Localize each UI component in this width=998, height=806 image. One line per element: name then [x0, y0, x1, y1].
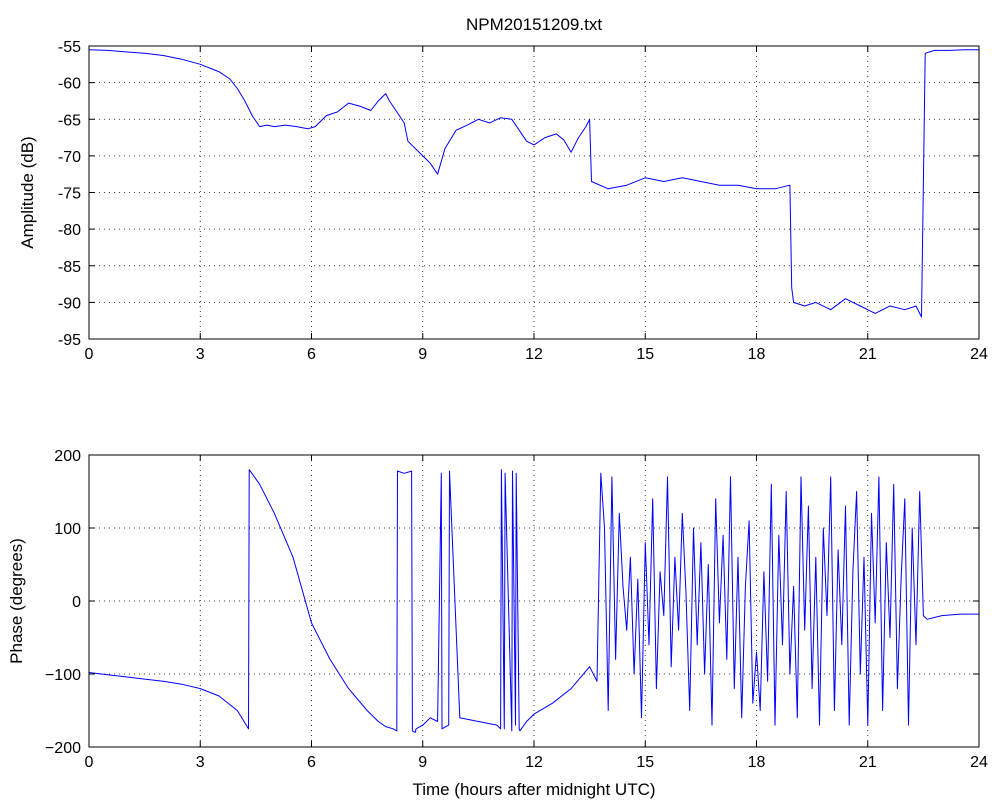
amplitude-chart: 0 3 6 9 12 15 18 21 24 -55 -60 -65 -70 -75 -80 -85 -90 -9…	[18, 15, 988, 363]
phase-x-tick-label: 24	[970, 754, 988, 771]
phase-x-axis-label: Time (hours after midnight UTC)	[412, 780, 655, 799]
phase-x-tick-label: 21	[859, 754, 877, 771]
amplitude-x-tick-label: 15	[636, 346, 654, 363]
amplitude-x-tick-label: 9	[418, 346, 427, 363]
phase-series-line	[88, 469, 979, 733]
phase-chart: 0 3 6 9 12 15 18 21 24 200 100 0 −100 −200 Phase (degr…	[7, 448, 988, 799]
amplitude-x-tick-label: 18	[748, 346, 766, 363]
phase-y-tick-label: 200	[54, 448, 81, 465]
amplitude-y-tick-label: -70	[58, 149, 81, 166]
amplitude-y-tick-label: -55	[58, 39, 81, 56]
phase-x-tick-label: 3	[196, 754, 205, 771]
phase-x-tick-label: 6	[307, 754, 316, 771]
amplitude-y-tick-label: -95	[58, 332, 81, 349]
phase-y-axis-label: Phase (degrees)	[7, 538, 26, 664]
amplitude-series-line	[88, 49, 979, 318]
amplitude-y-tick-label: -80	[58, 222, 81, 239]
amplitude-y-tick-label: -75	[58, 186, 81, 203]
amplitude-y-tick-label: -90	[58, 295, 81, 312]
phase-x-tick-label: 0	[85, 754, 94, 771]
phase-y-tick-label: 100	[54, 521, 81, 538]
phase-y-tick-label: 0	[72, 594, 81, 611]
phase-x-tick-label: 18	[748, 754, 766, 771]
amplitude-y-axis-label: Amplitude (dB)	[18, 136, 37, 248]
amplitude-x-tick-label: 3	[196, 346, 205, 363]
phase-grid	[89, 455, 979, 747]
amplitude-grid	[89, 46, 979, 339]
amplitude-x-tick-label: 12	[525, 346, 543, 363]
phase-x-tick-label: 9	[418, 754, 427, 771]
amplitude-x-tick-label: 21	[859, 346, 877, 363]
phase-x-tick-label: 15	[636, 754, 654, 771]
amplitude-chart-title: NPM20151209.txt	[466, 15, 602, 34]
phase-y-tick-label: −200	[45, 740, 81, 757]
amplitude-x-tick-label: 6	[307, 346, 316, 363]
phase-y-tick-label: −100	[45, 667, 81, 684]
amplitude-x-tick-label: 0	[85, 346, 94, 363]
amplitude-y-tick-label: -65	[58, 112, 81, 129]
phase-x-tick-label: 12	[525, 754, 543, 771]
amplitude-y-tick-label: -60	[58, 76, 81, 93]
amplitude-y-tick-label: -85	[58, 259, 81, 276]
amplitude-x-tick-label: 24	[970, 346, 988, 363]
